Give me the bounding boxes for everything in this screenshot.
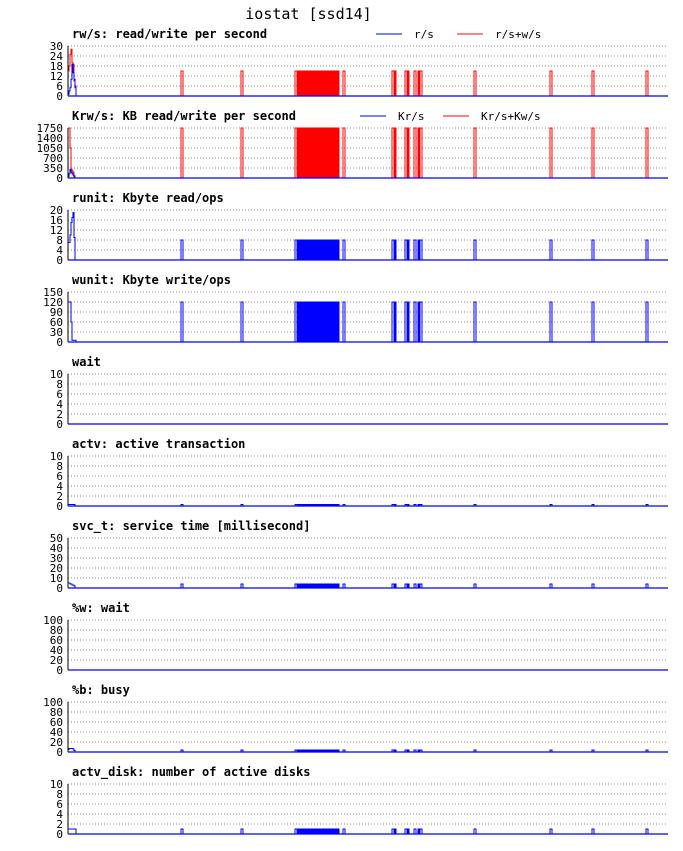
legend-label: r/s+w/s bbox=[495, 28, 541, 41]
panel-title: wait bbox=[72, 355, 101, 369]
y-tick-label: 60 bbox=[50, 716, 63, 729]
series-Kr-s bbox=[68, 168, 668, 179]
y-tick-label: 8 bbox=[56, 378, 63, 391]
y-tick-label: 50 bbox=[50, 532, 63, 545]
y-tick-label: 40 bbox=[50, 542, 63, 555]
y-tick-label: 24 bbox=[50, 50, 64, 63]
y-tick-label: 6 bbox=[56, 80, 63, 93]
y-tick-label: 120 bbox=[43, 296, 63, 309]
series-Kr-s-Kw-s bbox=[68, 127, 668, 179]
y-tick-label: 10 bbox=[50, 450, 63, 463]
y-tick-label: 0 bbox=[56, 418, 63, 431]
y-tick-label: 4 bbox=[56, 398, 63, 411]
panel-title: runit: Kbyte read/ops bbox=[72, 191, 224, 205]
y-tick-label: 700 bbox=[43, 152, 63, 165]
y-tick-label: 20 bbox=[50, 654, 63, 667]
y-tick-label: 60 bbox=[50, 634, 63, 647]
panel-title: actv: active transaction bbox=[72, 437, 245, 451]
y-tick-label: 80 bbox=[50, 624, 63, 637]
y-tick-label: 20 bbox=[50, 204, 63, 217]
y-tick-label: 18 bbox=[50, 60, 63, 73]
y-tick-label: 0 bbox=[56, 828, 63, 841]
y-tick-label: 0 bbox=[56, 90, 63, 103]
panel-title: actv_disk: number of active disks bbox=[72, 765, 310, 780]
y-tick-label: 10 bbox=[50, 572, 63, 585]
y-tick-label: 4 bbox=[56, 244, 63, 257]
y-tick-label: 0 bbox=[56, 664, 63, 677]
panel-title: %b: busy bbox=[72, 683, 130, 697]
y-tick-label: 8 bbox=[56, 460, 63, 473]
y-tick-label: 350 bbox=[43, 162, 63, 175]
y-tick-label: 60 bbox=[50, 316, 63, 329]
y-tick-label: 100 bbox=[43, 696, 63, 709]
y-tick-label: 90 bbox=[50, 306, 63, 319]
y-tick-label: 12 bbox=[50, 70, 63, 83]
y-tick-label: 2 bbox=[56, 818, 63, 831]
y-tick-label: 4 bbox=[56, 480, 63, 493]
y-tick-label: 0 bbox=[56, 582, 63, 595]
panel-6: svc_t: service time [millisecond] 0102030… bbox=[50, 519, 668, 595]
y-tick-label: 30 bbox=[50, 552, 63, 565]
y-tick-label: 150 bbox=[43, 286, 63, 299]
y-tick-label: 8 bbox=[56, 234, 63, 247]
y-tick-label: 80 bbox=[50, 706, 63, 719]
y-tick-label: 1050 bbox=[37, 142, 64, 155]
series-svc-t bbox=[68, 582, 668, 589]
legend-label: r/s bbox=[414, 28, 434, 41]
y-tick-label: 20 bbox=[50, 562, 63, 575]
y-tick-label: 6 bbox=[56, 798, 63, 811]
y-tick-label: 100 bbox=[43, 614, 63, 627]
y-tick-label: 4 bbox=[56, 808, 63, 821]
panel-1: Krw/s: KB read/write per second 035070010… bbox=[37, 109, 668, 185]
series-r-s bbox=[68, 63, 668, 97]
y-tick-label: 1400 bbox=[37, 132, 64, 145]
y-tick-label: 40 bbox=[50, 644, 63, 657]
y-tick-label: 0 bbox=[56, 746, 63, 759]
panel-title: svc_t: service time [millisecond] bbox=[72, 519, 310, 534]
y-tick-label: 8 bbox=[56, 788, 63, 801]
chart-main-title: iostat [ssd14] bbox=[245, 5, 372, 23]
y-tick-label: 12 bbox=[50, 224, 63, 237]
y-tick-label: 10 bbox=[50, 778, 63, 791]
y-tick-label: 6 bbox=[56, 388, 63, 401]
panel-title: rw/s: read/write per second bbox=[72, 27, 267, 41]
y-tick-label: 16 bbox=[50, 214, 63, 227]
y-tick-label: 0 bbox=[56, 172, 63, 185]
y-tick-label: 6 bbox=[56, 470, 63, 483]
panel-title: wunit: Kbyte write/ops bbox=[72, 273, 231, 287]
y-tick-label: 40 bbox=[50, 726, 63, 739]
y-tick-label: 10 bbox=[50, 368, 63, 381]
y-tick-label: 0 bbox=[56, 254, 63, 267]
series-actv-disk bbox=[68, 828, 668, 835]
legend-label: Kr/s bbox=[398, 110, 425, 123]
y-tick-label: 20 bbox=[50, 736, 63, 749]
y-tick-label: 2 bbox=[56, 408, 63, 421]
legend-label: Kr/s+Kw/s bbox=[481, 110, 541, 123]
y-tick-label: 30 bbox=[50, 326, 63, 339]
y-tick-label: 30 bbox=[50, 40, 63, 53]
y-tick-label: 2 bbox=[56, 490, 63, 503]
y-tick-label: 0 bbox=[56, 336, 63, 349]
y-tick-label: 1750 bbox=[37, 122, 64, 135]
panel-title: %w: wait bbox=[72, 601, 130, 615]
y-tick-label: 0 bbox=[56, 500, 63, 513]
panel-title: Krw/s: KB read/write per second bbox=[72, 109, 296, 123]
